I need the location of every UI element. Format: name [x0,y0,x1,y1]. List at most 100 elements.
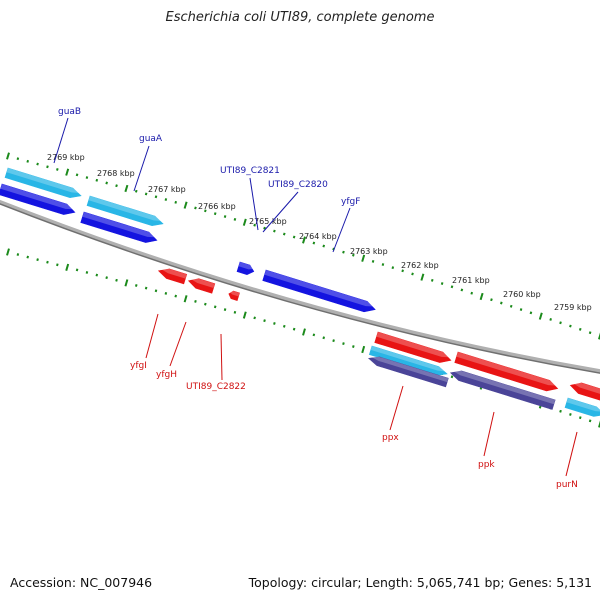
outer-major-tick [65,168,70,176]
inner-minor-tick [292,327,296,331]
purN-gene-arrow-highlight [571,382,600,397]
yfgH-gene-arrow-highlight [189,278,215,288]
gene-label-reverse: yfgI [130,361,147,371]
outer-minor-tick [174,200,178,204]
outer-major-tick [479,292,484,301]
ppk-gene-arrow-group [454,351,559,392]
outer-minor-tick [450,285,454,289]
outer-minor-tick [204,209,207,213]
outer-minor-tick [430,278,434,282]
guaA-cds-arrow-highlight [88,196,164,222]
ppk-cds-arrow [449,370,556,410]
purN-cds-arrow [564,397,600,417]
gene-leader-line [565,431,578,477]
guaA-gene-arrow [80,211,158,243]
yfgH-gene-arrow-group [187,278,216,294]
outer-minor-tick [105,181,108,185]
outer-minor-tick [56,168,59,171]
outer-minor-tick [292,235,296,239]
inner-minor-tick [233,310,237,314]
inner-minor-tick [588,419,592,423]
inner-minor-tick [134,284,138,287]
ppx-gene-arrow-group [374,331,452,363]
gene-leader-line [220,333,223,381]
outer-minor-tick [16,157,20,161]
gene-leader-line [145,313,159,359]
tick-label: 2762 kbp [401,261,439,270]
gene-label-reverse: UTI89_C2822 [186,382,246,392]
outer-minor-tick [115,184,118,188]
inner-major-tick [302,328,306,336]
outer-minor-tick [95,178,99,182]
outer-minor-tick [519,308,523,311]
outer-minor-tick [282,232,286,236]
inner-minor-tick [273,322,276,325]
outer-major-tick [598,332,600,340]
gene-label-forward: guaA [139,134,163,144]
inner-minor-tick [263,319,266,323]
inner-minor-tick [46,260,49,264]
outer-minor-tick [26,159,30,163]
outer-minor-tick [352,253,355,257]
ppx-cds-purple-arrow-highlight [369,355,449,383]
tick-label: 2765 kbp [249,217,287,226]
outer-major-tick [183,201,188,209]
UTI89_C2821-gene-arrow [236,261,255,275]
outer-major-tick [302,236,306,244]
outer-major-tick [242,218,247,226]
purN-gene-arrow [569,382,600,403]
gene-label-reverse: purN [556,480,578,490]
outer-minor-tick [134,189,138,193]
gene-leader-line [262,191,299,233]
inner-minor-tick [213,305,217,309]
inner-minor-tick [450,375,454,379]
tick-label: 2760 kbp [503,290,541,299]
ppx-gene-arrow [374,331,452,363]
inner-minor-tick [115,278,118,282]
yfgF-gene-arrow-highlight [264,270,377,307]
outer-major-tick [538,312,543,320]
feature-layer [0,167,600,417]
inner-minor-tick [204,302,207,306]
outer-minor-tick [46,165,49,169]
outer-minor-tick [460,288,464,292]
inner-minor-tick [569,413,572,416]
yfgI-gene-arrow-highlight [159,268,187,279]
inner-minor-tick [322,336,326,340]
UTI89_C2822-gene-arrow [228,290,240,301]
gene-leader-line [53,117,69,164]
ppx-cds-arrow [368,345,448,376]
gene-label-reverse: yfgH [156,370,177,380]
gene-leader-line [483,411,495,457]
outer-minor-tick [85,176,89,179]
outer-minor-tick [312,241,316,245]
tick-label: 2767 kbp [148,185,186,194]
tick-label: 2766 kbp [198,202,236,211]
ppx-cds-purple-arrow-group [367,355,449,388]
accession-text: Accession: NC_007946 [10,575,153,590]
outer-minor-tick [440,282,444,285]
inner-major-tick [124,279,129,287]
inner-minor-tick [26,255,30,259]
outer-major-tick [361,254,366,262]
outer-minor-tick [342,250,345,254]
guaB-gene-arrow-highlight [0,184,76,210]
inner-major-tick [242,311,247,319]
outer-minor-tick [164,198,168,201]
outer-minor-tick [322,244,326,248]
yfgH-gene-arrow [187,278,216,294]
inner-minor-tick [312,333,316,337]
outer-minor-tick [371,259,375,263]
outer-minor-tick [75,173,79,177]
ppk-cds-arrow-group [449,370,556,410]
guaB-gene-arrow [0,183,76,215]
label-layer: guaB guaA UTI89_C2821 UTI89_C2820 yfgF yfgI yf… [53,107,578,490]
gene-label-forward: UTI89_C2821 [220,166,280,176]
inner-minor-tick [105,276,108,280]
UTI89_C2822-gene-arrow-group [228,290,240,301]
guaB-gene-arrow-group [0,183,76,215]
inner-major-tick [183,295,188,303]
inner-minor-tick [282,324,286,328]
outer-minor-tick [381,263,385,266]
outer-major-tick [6,152,10,160]
